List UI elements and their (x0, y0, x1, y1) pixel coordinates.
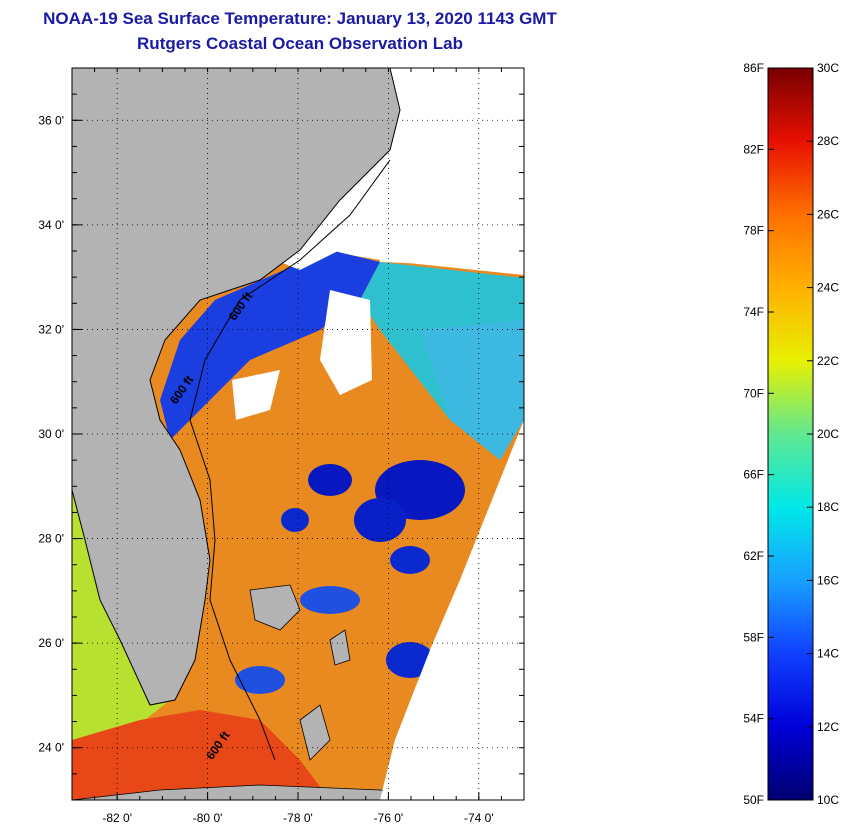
cuba-coast (72, 784, 431, 800)
cold-patch (281, 508, 309, 532)
fahrenheit-label: 86F (743, 61, 764, 75)
cold-patch (390, 546, 430, 574)
celsius-label: 18C (817, 500, 839, 514)
lon-tick-label: -80 0' (193, 811, 223, 825)
offshore-blue-water (420, 320, 524, 460)
celsius-label: 20C (817, 427, 839, 441)
cloud-gap (320, 290, 372, 395)
axis-ticks: -82 0' -80 0' -78 0' -76 0' -74 0' 24 0' 26 0'… (38, 67, 525, 825)
cloud-gap (380, 240, 524, 268)
fahrenheit-label: 50F (743, 793, 764, 807)
fahrenheit-label: 66F (743, 468, 764, 482)
celsius-label: 12C (817, 720, 839, 734)
lon-tick-label: -76 0' (374, 811, 404, 825)
bahamas-island (329, 629, 351, 666)
bahamas-island (249, 584, 301, 631)
celsius-label: 10C (817, 793, 839, 807)
cloud-gap (232, 370, 280, 420)
lon-tick-label: -78 0' (283, 811, 313, 825)
fahrenheit-label: 54F (743, 712, 764, 726)
fahrenheit-label: 58F (743, 630, 764, 644)
celsius-label: 28C (817, 134, 839, 148)
outside-swath (380, 420, 524, 800)
lat-tick-label: 28 0' (38, 532, 64, 546)
land-mass (72, 68, 401, 706)
bahamas-island (299, 704, 331, 761)
cold-patch (300, 586, 360, 614)
lat-tick-label: 34 0' (38, 218, 64, 232)
cold-patch (235, 666, 285, 694)
florida-current-warm (72, 710, 330, 800)
lat-tick-label: 36 0' (38, 113, 64, 127)
lat-tick-label: 24 0' (38, 741, 64, 755)
fahrenheit-label: 78F (743, 224, 764, 238)
lat-tick-label: 30 0' (38, 427, 64, 441)
colorbar (767, 67, 814, 801)
lat-tick-label: 32 0' (38, 322, 64, 336)
cold-patch (308, 464, 352, 496)
fahrenheit-label: 74F (743, 305, 764, 319)
celsius-label: 30C (817, 61, 839, 75)
cold-patch (386, 642, 434, 678)
colorbar-ticks: 30C 28C 26C 24C 22C 20C 18C 16C 14C 12C 10C 86F 82F 7… (743, 61, 839, 807)
lat-tick-label: 26 0' (38, 636, 64, 650)
fahrenheit-label: 62F (743, 549, 764, 563)
celsius-label: 16C (817, 573, 839, 587)
celsius-label: 26C (817, 207, 839, 221)
lon-tick-label: -74 0' (464, 811, 494, 825)
shelf-cold-water (160, 250, 380, 440)
map-title: NOAA-19 Sea Surface Temperature: January… (43, 9, 557, 28)
lon-tick-label: -82 0' (102, 811, 132, 825)
isobath-600ft (189, 159, 391, 761)
graticule (72, 68, 524, 800)
celsius-label: 24C (817, 281, 839, 295)
celsius-label: 14C (817, 647, 839, 661)
celsius-label: 22C (817, 354, 839, 368)
fahrenheit-label: 70F (743, 386, 764, 400)
fahrenheit-label: 82F (743, 142, 764, 156)
cold-patch (354, 498, 406, 542)
map-subtitle: Rutgers Coastal Ocean Observation Lab (137, 34, 463, 53)
